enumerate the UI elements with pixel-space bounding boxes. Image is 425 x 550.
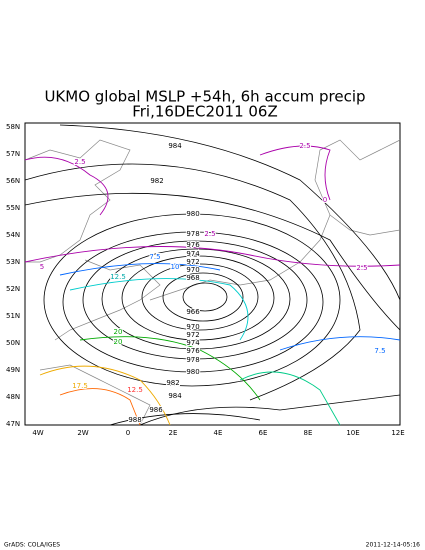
isobar-label: 982 xyxy=(150,177,163,185)
precip-label: 7.5 xyxy=(149,253,160,261)
precip-label: 5 xyxy=(40,263,44,271)
lon-label: 4W xyxy=(32,429,43,437)
lon-label: 4E xyxy=(214,429,223,437)
lat-label: 56N xyxy=(6,177,20,185)
precip-label: 7.5 xyxy=(374,347,385,355)
isobar-label: 966 xyxy=(186,308,200,316)
precip-contours xyxy=(24,145,401,426)
precip-label: 2.5 xyxy=(204,230,215,238)
lon-label: 8E xyxy=(304,429,313,437)
lat-label: 53N xyxy=(6,258,20,266)
isobar-label: 972 xyxy=(186,258,199,266)
isobar-label: 976 xyxy=(186,241,200,249)
lat-label: 49N xyxy=(6,366,20,374)
isobar-label: 970 xyxy=(186,323,199,331)
subtitle: Fri,16DEC2011 06Z xyxy=(132,103,278,121)
lat-label: 57N xyxy=(6,150,20,158)
precip-label: 20 xyxy=(114,338,123,346)
isobar-label: 970 xyxy=(186,266,199,274)
precip-label: 2.5 xyxy=(356,264,367,272)
isobar-label: 976 xyxy=(186,347,200,355)
precip-label: 10 xyxy=(171,263,180,271)
isobar-label: 988 xyxy=(128,416,141,424)
isobar-label: 974 xyxy=(186,250,200,258)
lon-label: 0 xyxy=(126,429,130,437)
precip-label: 12.5 xyxy=(127,386,143,394)
lat-label: 58N xyxy=(6,123,20,131)
lat-label: 48N xyxy=(6,393,20,401)
precip-label: 2.5 xyxy=(299,142,310,150)
precip-label: 0 xyxy=(323,196,327,204)
lon-label: 2W xyxy=(77,429,88,437)
isobar-label: 974 xyxy=(186,339,200,347)
lat-label: 52N xyxy=(6,285,20,293)
lat-label: 50N xyxy=(6,339,20,347)
isobar-label: 972 xyxy=(186,331,199,339)
lon-label: 6E xyxy=(259,429,268,437)
footer-right: 2011-12-14-05:16 xyxy=(366,542,421,549)
precip-label: 20 xyxy=(114,328,123,336)
precip-label: 12.5 xyxy=(110,273,126,281)
footer-left: GrADS: COLA/IGES xyxy=(4,542,60,549)
lat-label: 47N xyxy=(6,420,20,428)
title: UKMO global MSLP +54h, 6h accum precip xyxy=(44,88,365,106)
map-area: 58N 57N 56N 55N 54N 53N 52N 51N 50N 49N 48N 47N 4W 2W… xyxy=(6,122,405,437)
isobar-label: 984 xyxy=(168,392,182,400)
isobar-label: 986 xyxy=(149,406,163,414)
lon-label: 2E xyxy=(169,429,178,437)
isobar-label: 968 xyxy=(186,274,199,282)
lat-label: 51N xyxy=(6,312,20,320)
isobar-label: 978 xyxy=(186,356,199,364)
lat-label: 54N xyxy=(6,231,20,239)
coastlines xyxy=(24,139,401,426)
isobars xyxy=(24,124,401,426)
lon-label: 12E xyxy=(391,429,404,437)
precip-label: 17.5 xyxy=(72,382,88,390)
precip-label: 2.5 xyxy=(74,158,85,166)
isobar-label: 984 xyxy=(168,142,182,150)
isobar-label: 980 xyxy=(186,210,199,218)
isobar-label: 980 xyxy=(186,368,199,376)
lon-label: 10E xyxy=(346,429,359,437)
isobar-label: 982 xyxy=(166,379,179,387)
lat-label: 55N xyxy=(6,204,20,212)
isobar-label: 978 xyxy=(186,230,199,238)
